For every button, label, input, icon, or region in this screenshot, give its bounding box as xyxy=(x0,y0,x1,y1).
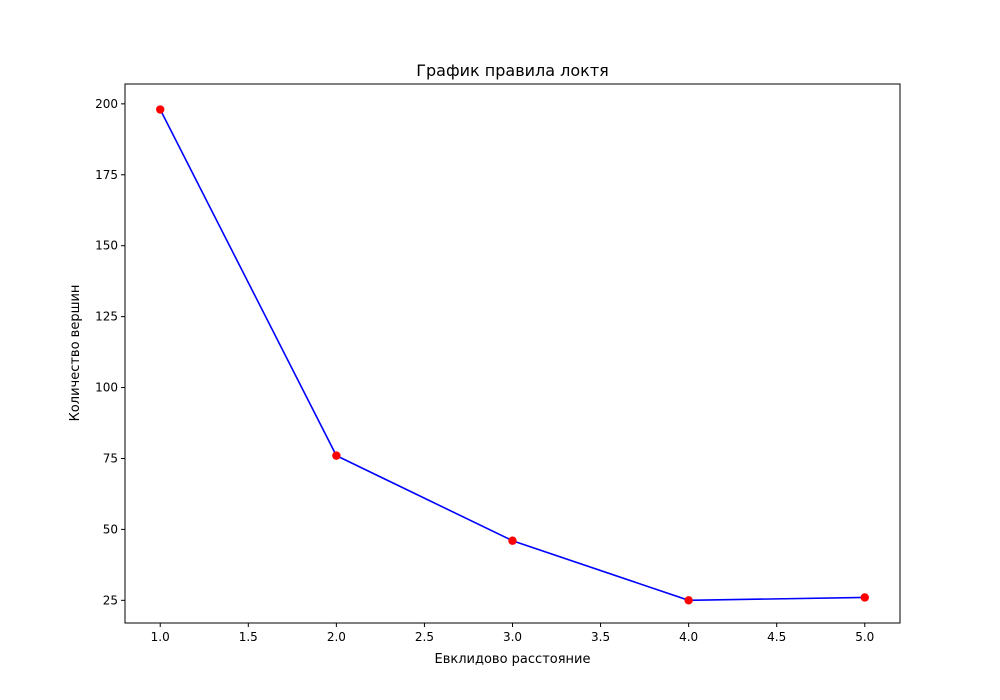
y-tick-label: 125 xyxy=(95,310,118,324)
y-tick-label: 25 xyxy=(103,593,118,607)
data-point xyxy=(332,451,340,459)
x-tick-label: 3.0 xyxy=(503,630,522,644)
x-tick-label: 1.5 xyxy=(239,630,258,644)
y-tick-label: 100 xyxy=(95,381,118,395)
data-point xyxy=(684,596,692,604)
x-tick-label: 4.0 xyxy=(679,630,698,644)
x-tick-label: 2.0 xyxy=(327,630,346,644)
y-tick-label: 200 xyxy=(95,97,118,111)
x-axis-label: Евклидово расстояние xyxy=(435,652,591,667)
series-layer xyxy=(156,105,869,604)
x-tick-label: 1.0 xyxy=(151,630,170,644)
data-point xyxy=(508,537,516,545)
y-axis-label: Количество вершин xyxy=(68,285,83,422)
series-line xyxy=(160,110,865,601)
chart-title: График правила локтя xyxy=(416,61,609,80)
x-tick-label: 4.5 xyxy=(767,630,786,644)
x-tick-label: 5.0 xyxy=(855,630,874,644)
y-tick-label: 50 xyxy=(103,522,118,536)
y-tick-label: 150 xyxy=(95,239,118,253)
y-tick-label: 75 xyxy=(103,451,118,465)
data-point xyxy=(156,105,164,113)
y-tick-label: 175 xyxy=(95,168,118,182)
x-tick-label: 2.5 xyxy=(415,630,434,644)
x-tick-label: 3.5 xyxy=(591,630,610,644)
data-point xyxy=(861,593,869,601)
ticks-layer: 1.0 1.5 2.0 2.5 3.0 3.5 4.0 4.5 5.0 25 50 75 100 125 1… xyxy=(95,97,874,644)
